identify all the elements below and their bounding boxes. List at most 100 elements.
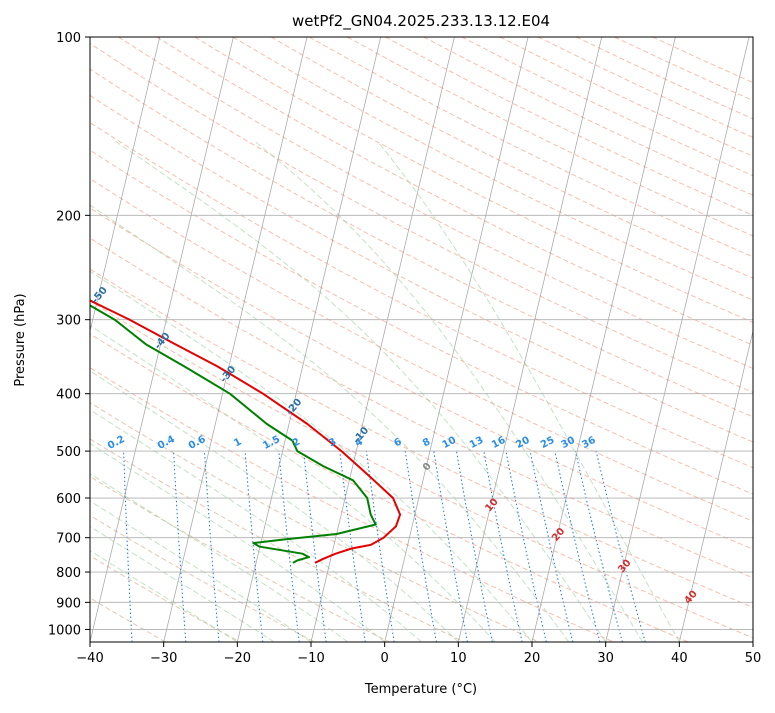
dry-adiabat [233, 37, 775, 642]
mixing-ratio-label: 6 [392, 436, 403, 449]
moist-adiabat [0, 141, 569, 642]
mixing-ratio-line [530, 451, 573, 642]
mixing-ratio-line [405, 451, 436, 642]
mixing-ratio-label: 25 [539, 435, 556, 451]
moist-adiabat [0, 370, 274, 642]
dry-adiabat [157, 37, 775, 642]
dry-adiabat [500, 37, 775, 642]
dry-adiabat [0, 37, 775, 642]
dry-adiabat [0, 37, 775, 642]
y-tick-label: 1000 [48, 623, 81, 638]
isotherm-line [753, 37, 775, 642]
dry-adiabat [424, 37, 775, 642]
mixing-ratio-label: 2 [291, 436, 302, 449]
mixing-ratio-line [484, 451, 522, 642]
x-tick-label: 10 [450, 651, 467, 666]
dry-adiabat [0, 37, 240, 642]
y-tick-label: 700 [56, 532, 81, 547]
isotherm-label: 40 [683, 589, 700, 607]
y-tick-label: 400 [56, 388, 81, 403]
x-tick-label: −10 [297, 651, 324, 666]
dry-adiabats [0, 37, 775, 642]
x-tick-label: −20 [224, 651, 251, 666]
isotherm-line [606, 37, 749, 642]
x-axis: −40 −30 −20 −10 0 10 20 30 40 50 [76, 642, 761, 666]
dry-adiabat [0, 37, 775, 642]
dry-adiabat [0, 37, 775, 642]
temperature-profile-line [0, 37, 400, 563]
mixing-ratio-label: 1.5 [261, 434, 282, 452]
mixing-ratio-label: 16 [490, 435, 507, 451]
dry-adiabat [0, 37, 389, 642]
pressure-gridlines [90, 37, 753, 629]
dry-adiabat [0, 37, 763, 642]
y-tick-label: 500 [56, 445, 81, 460]
dry-adiabat [576, 37, 775, 642]
mixing-ratio-label: 13 [468, 435, 485, 451]
isotherm-label: 10 [483, 496, 500, 514]
y-tick-label: 300 [56, 314, 81, 329]
isotherm-label: 0 [421, 461, 434, 473]
mixing-ratio-line [124, 451, 132, 642]
moist-adiabat [0, 394, 237, 642]
x-tick-label: −30 [150, 651, 177, 666]
moist-adiabats [0, 141, 679, 642]
y-axis: 100 200 300 400 500 600 700 800 900 1000 [48, 31, 90, 638]
dry-adiabat [0, 37, 539, 642]
x-tick-label: 0 [381, 651, 389, 666]
y-axis-label: Pressure (hPa) [13, 293, 28, 386]
isotherm-label: 20 [550, 526, 567, 544]
isotherm-line [0, 37, 12, 642]
mixing-ratio-label: 36 [580, 435, 597, 451]
mixing-ratio-line [204, 451, 219, 642]
moist-adiabat [255, 141, 643, 642]
dewpoint-profile-line [0, 37, 376, 563]
dry-adiabat [0, 37, 775, 642]
mixing-ratio-line [366, 451, 394, 642]
dry-adiabat [271, 37, 775, 642]
moist-adiabat [0, 348, 311, 642]
mixing-ratio-line [279, 451, 299, 642]
isotherms [0, 37, 775, 642]
x-tick-label: 30 [597, 651, 614, 666]
plot-area: 0.10.20.40.611.52346810131620253036-100-… [0, 37, 775, 642]
dry-adiabat [4, 37, 775, 642]
mixing-ratio-line [575, 451, 622, 642]
mixing-ratio-label: 20 [514, 435, 531, 451]
mixing-ratio-line [434, 451, 468, 642]
moist-adiabat [378, 141, 680, 642]
isotherm-label: -20 [284, 397, 304, 418]
mixing-ratio-line [506, 451, 546, 642]
mixing-ratio-label: 1 [232, 436, 243, 449]
x-tick-label: 20 [524, 651, 541, 666]
y-tick-label: 900 [56, 596, 81, 611]
moist-adiabat [0, 297, 385, 642]
x-tick-label: 40 [671, 651, 688, 666]
mixing-ratio-line [174, 451, 186, 642]
isotherm-label: 30 [616, 558, 633, 576]
y-tick-label: 600 [56, 492, 81, 507]
isotherm-label: -30 [218, 364, 238, 385]
moist-adiabat [116, 141, 606, 642]
x-tick-label: 50 [745, 651, 762, 666]
x-axis-label: Temperature (°C) [364, 682, 477, 697]
y-tick-label: 100 [56, 31, 81, 46]
mixing-ratio-label: 0.2 [106, 434, 127, 452]
isotherm-line [311, 37, 454, 642]
dry-adiabat [309, 37, 775, 642]
y-tick-label: 800 [56, 566, 81, 581]
dry-adiabat [80, 37, 775, 642]
dry-adiabat [653, 37, 775, 642]
isotherm-label: -60 [27, 237, 47, 258]
y-tick-label: 200 [56, 209, 81, 224]
dry-adiabat [0, 37, 775, 642]
isotherm-line [16, 37, 159, 642]
dry-adiabat [462, 37, 775, 642]
x-tick-label: −40 [76, 651, 103, 666]
chart-title: wetPf2_GN04.2025.233.13.12.E04 [292, 12, 550, 31]
isotherm-line [385, 37, 528, 642]
mixing-ratio-line [596, 451, 645, 642]
dry-adiabat [347, 37, 775, 642]
